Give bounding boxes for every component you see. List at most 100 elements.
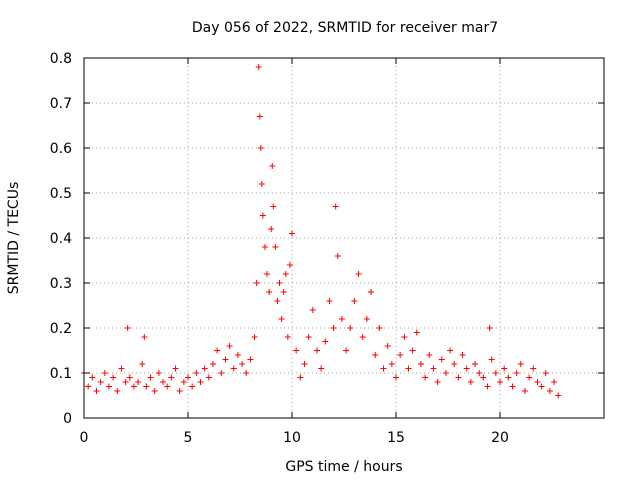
data-point xyxy=(293,347,300,354)
data-point xyxy=(413,329,420,336)
x-tick-label: 15 xyxy=(387,430,405,446)
y-tick-label: 0.2 xyxy=(50,321,72,337)
data-point xyxy=(272,244,279,250)
x-tick-label: 10 xyxy=(283,430,301,446)
data-point xyxy=(542,370,549,376)
data-point xyxy=(286,262,293,268)
data-point xyxy=(126,374,133,381)
data-point xyxy=(505,374,512,381)
data-point xyxy=(405,365,412,372)
data-point xyxy=(230,365,237,372)
data-point xyxy=(530,365,537,372)
data-point xyxy=(534,379,541,385)
data-point xyxy=(501,365,508,372)
data-point xyxy=(409,347,416,354)
data-point xyxy=(551,379,558,385)
data-point xyxy=(368,289,375,295)
data-point xyxy=(486,325,493,331)
data-point xyxy=(257,145,264,151)
data-point xyxy=(114,388,121,394)
grid-lines xyxy=(84,58,604,418)
data-point xyxy=(417,361,424,367)
data-point xyxy=(151,388,158,394)
data-point xyxy=(139,361,146,367)
y-tick-label: 0.7 xyxy=(50,96,72,112)
data-point xyxy=(313,347,320,354)
data-point xyxy=(492,370,499,376)
data-point xyxy=(222,356,229,363)
data-point xyxy=(256,113,263,120)
data-point xyxy=(318,365,325,372)
data-point xyxy=(526,374,533,381)
data-point xyxy=(205,374,212,381)
data-point xyxy=(455,374,462,381)
data-point xyxy=(401,334,408,340)
data-point xyxy=(270,203,277,210)
data-point xyxy=(438,356,445,363)
data-point xyxy=(261,244,268,250)
chart-title: Day 056 of 2022, SRMTID for receiver mar… xyxy=(192,20,498,36)
data-point xyxy=(434,379,441,385)
data-point xyxy=(447,347,454,354)
data-point xyxy=(97,379,104,385)
data-point xyxy=(89,374,96,381)
data-point xyxy=(172,365,179,372)
data-point xyxy=(330,325,337,331)
data-point xyxy=(266,289,273,295)
data-point xyxy=(497,379,503,385)
data-point xyxy=(546,388,553,394)
data-point xyxy=(332,203,339,210)
data-point xyxy=(168,374,175,381)
data-point xyxy=(426,352,433,358)
data-point xyxy=(372,352,379,358)
data-point xyxy=(284,334,291,340)
data-point xyxy=(105,383,112,390)
data-point xyxy=(258,181,265,187)
data-point xyxy=(517,361,524,367)
data-point xyxy=(124,325,131,331)
y-axis-label: SRMTID / TECUs xyxy=(6,182,22,295)
x-axis-label: GPS time / hours xyxy=(285,459,402,475)
data-point xyxy=(451,361,458,367)
data-point xyxy=(397,352,404,358)
data-point xyxy=(176,388,183,394)
data-point xyxy=(218,370,225,376)
data-point xyxy=(268,226,275,232)
x-tick-label: 5 xyxy=(184,430,193,446)
data-point xyxy=(118,365,125,372)
data-point xyxy=(280,289,287,295)
data-point xyxy=(355,271,362,277)
data-point xyxy=(185,374,191,381)
data-point xyxy=(143,383,150,390)
axis-ticks: 0 5 10 15 20 0 0.1 0.2 0.3 0.4 0.5 0.6 0.7 0.8 xyxy=(50,51,604,446)
data-point xyxy=(347,325,354,331)
data-point xyxy=(338,316,345,322)
data-point xyxy=(197,379,204,385)
data-point xyxy=(376,325,383,331)
data-point xyxy=(226,343,233,349)
data-point xyxy=(384,343,391,349)
data-point xyxy=(459,352,466,358)
data-point xyxy=(476,370,483,376)
data-point xyxy=(147,374,154,381)
data-point xyxy=(130,383,137,390)
data-point xyxy=(343,347,350,354)
data-point xyxy=(135,379,142,385)
data-point xyxy=(538,383,545,390)
data-point xyxy=(480,374,487,381)
data-point xyxy=(430,365,437,372)
y-tick-label: 0.3 xyxy=(50,276,72,292)
data-point xyxy=(363,316,370,322)
data-point xyxy=(278,316,285,322)
data-point xyxy=(253,280,260,286)
data-point xyxy=(380,365,387,372)
data-point xyxy=(243,370,250,376)
data-point xyxy=(282,271,289,277)
data-point xyxy=(247,356,254,363)
data-point xyxy=(463,365,470,372)
data-point xyxy=(467,379,474,385)
data-point xyxy=(141,334,148,340)
data-point xyxy=(110,374,117,381)
data-point xyxy=(201,365,208,372)
